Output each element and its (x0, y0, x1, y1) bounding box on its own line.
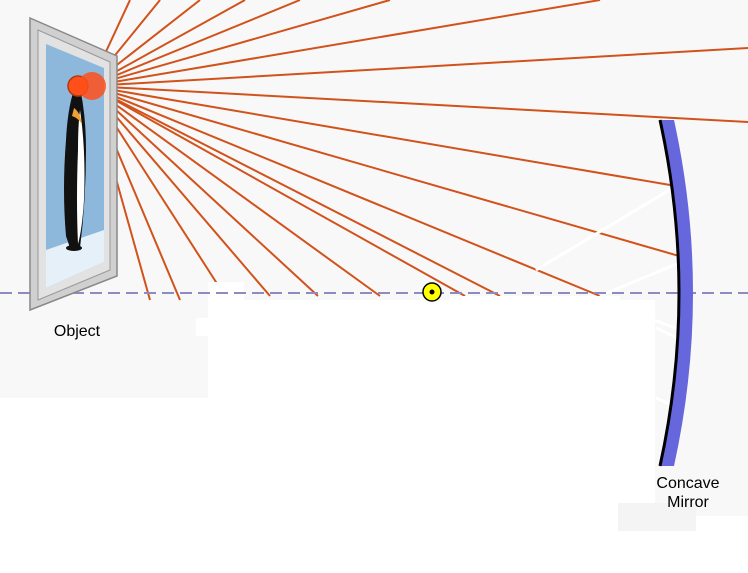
concave-mirror (658, 119, 693, 467)
framed-penguin-picture-icon (29, 16, 118, 312)
mirror-label-line1: Concave (656, 475, 720, 492)
light-ray (89, 47, 748, 87)
light-ray (89, 85, 501, 297)
light-ray (89, 0, 601, 87)
light-ray (89, 85, 687, 259)
light-ray (89, 85, 271, 297)
light-ray (89, 85, 319, 297)
erasure-region (196, 282, 655, 400)
light-ray (89, 85, 381, 297)
light-ray (89, 85, 748, 123)
light-ray (89, 0, 301, 87)
mirror-label-line2: Mirror (667, 494, 709, 511)
object-point-glow (78, 72, 106, 100)
light-ray (89, 85, 601, 297)
object-label: Object (53, 323, 101, 340)
focal-point-icon (422, 282, 442, 302)
light-ray (89, 85, 677, 187)
light-ray (89, 0, 391, 87)
light-ray (89, 85, 466, 297)
